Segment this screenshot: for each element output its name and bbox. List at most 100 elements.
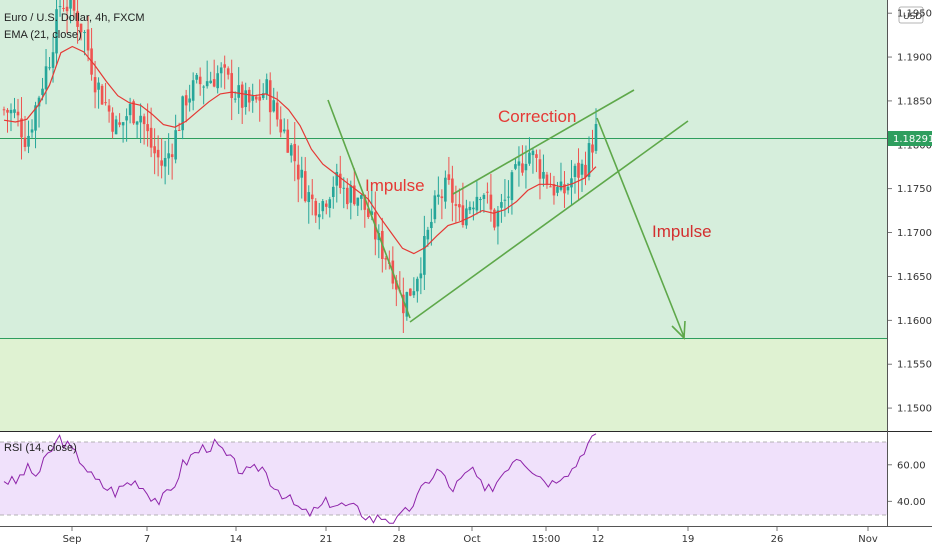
rsi-line [3, 433, 597, 524]
candle-body [307, 192, 311, 203]
rsi-axis[interactable]: 60.00 40.00 [888, 460, 926, 508]
candle-body [167, 153, 170, 159]
candle-body [79, 23, 83, 33]
candle-body [594, 123, 598, 151]
ema-layer [3, 45, 597, 255]
currency-badge-label: USD [903, 12, 922, 22]
lower-zone [0, 338, 887, 431]
candle-body [402, 294, 405, 314]
candle-body [496, 210, 500, 227]
candle-body [563, 184, 566, 194]
time-tick-label: 15:00 [532, 534, 561, 545]
candle-body [132, 101, 135, 124]
candle-body [135, 121, 139, 125]
time-tick-label: 19 [682, 534, 695, 545]
candle-body [51, 52, 55, 68]
candle-body [93, 77, 97, 93]
ema-legend[interactable]: EMA (21, close) [4, 29, 82, 41]
candle-body [76, 11, 79, 27]
candle-body [531, 150, 535, 156]
candle-body [237, 85, 240, 98]
candle-body [535, 154, 538, 158]
price-tick-label: 1.15000 [897, 404, 932, 415]
price-tick-label: 1.19500 [897, 9, 932, 20]
candle-body [125, 116, 128, 121]
candle-body [584, 164, 587, 178]
candle-body [542, 171, 545, 179]
candle-body [433, 195, 437, 220]
channel-lower-line[interactable] [409, 120, 689, 323]
price-tick-label: 1.19000 [897, 53, 932, 64]
candle-body [37, 97, 41, 107]
time-axis[interactable]: Sep 7 14 21 28 Oct 15:00 12 19 26 Nov [63, 527, 878, 545]
arrow-head-icon [671, 320, 686, 340]
candle-body [517, 161, 521, 166]
candle-body [552, 184, 556, 196]
candle-body [458, 204, 461, 208]
candle-body [310, 194, 314, 200]
impulse-down-line[interactable] [327, 99, 411, 319]
upper-zone [0, 0, 887, 338]
candle-body [416, 278, 419, 292]
channel-upper-line[interactable] [452, 89, 635, 195]
rsi-band-fill [0, 442, 887, 515]
symbol-title[interactable]: Euro / U.S. Dollar, 4h, FXCM [4, 12, 145, 24]
candle-body [500, 202, 503, 208]
candle-body [181, 96, 184, 131]
candle-body [104, 102, 107, 104]
candle-body [503, 199, 507, 201]
candle-body [223, 64, 226, 68]
candle-body [591, 144, 594, 153]
projection-arrow-line[interactable] [596, 117, 685, 338]
candle-body [489, 194, 493, 210]
rsi-legend[interactable]: RSI (14, close) [4, 442, 77, 454]
currency-badge[interactable] [898, 6, 924, 24]
candle-body [244, 90, 248, 108]
candle-body [139, 115, 142, 123]
time-tick-label: 14 [230, 534, 243, 545]
candle-body [160, 160, 163, 166]
candle-body [426, 229, 430, 240]
candle-body [528, 152, 531, 164]
rsi-layer [3, 433, 597, 524]
candle-body [170, 154, 174, 158]
candle-body [317, 214, 321, 218]
candle-body [72, 0, 76, 11]
candle-body [121, 122, 125, 126]
candle-body [27, 135, 30, 147]
candle-body [338, 173, 342, 188]
candle-body [153, 146, 156, 154]
candle-body [195, 74, 198, 80]
candle-body [265, 79, 269, 95]
candle-body [405, 292, 409, 317]
candle-body [20, 118, 23, 138]
candle-body [58, 6, 62, 8]
candle-body [587, 143, 591, 177]
candle-body [321, 201, 325, 212]
candle-body [349, 185, 353, 203]
candle-body [440, 196, 444, 199]
candle-body [570, 178, 573, 188]
candle-body [342, 187, 346, 189]
candle-body [566, 186, 570, 191]
candle-body [360, 195, 363, 199]
candle-body [2, 109, 6, 111]
rsi-tick-label: 60.00 [897, 460, 926, 471]
candle-body [205, 81, 209, 87]
candle-body [514, 164, 517, 169]
candle-body [363, 194, 367, 210]
candle-body [44, 66, 48, 90]
candle-body [303, 171, 307, 202]
candle-body [367, 208, 370, 217]
annotation-impulse-1: Impulse [365, 176, 425, 195]
candle-body [230, 73, 233, 99]
candle-body [335, 171, 339, 186]
candle-body [128, 103, 132, 116]
candle-body [177, 129, 181, 131]
candle-body [23, 137, 27, 148]
candle-body [261, 93, 265, 99]
candle-body [191, 80, 195, 101]
candle-body [16, 111, 20, 116]
candle-body [146, 124, 149, 132]
